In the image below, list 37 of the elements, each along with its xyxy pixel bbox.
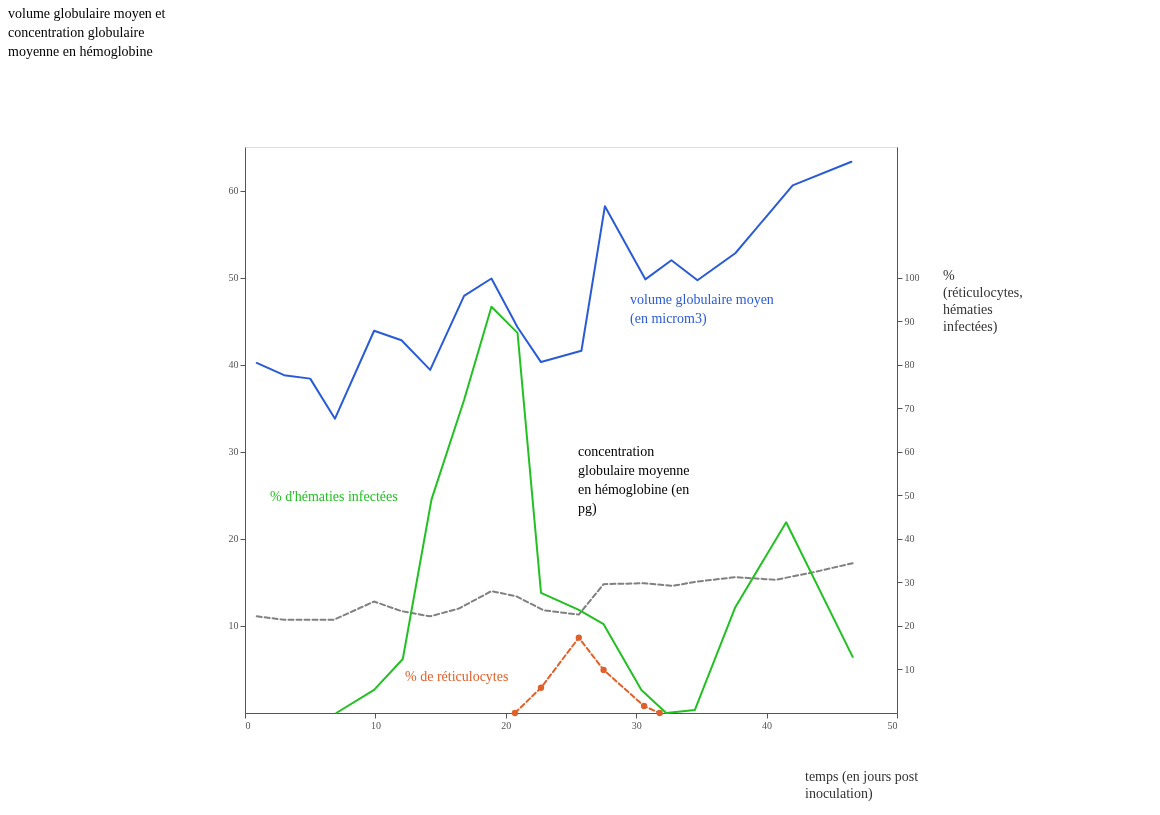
y2-axis-title: % (réticulocytes, hématies infectées)	[943, 268, 1023, 335]
x-tick-label: 40	[762, 719, 773, 731]
y2-tick-label: 90	[904, 315, 915, 327]
annotation: concentration globulaire moyenne en hémoglobine (en pg)	[578, 444, 690, 517]
y2-tick-label: 20	[904, 620, 915, 632]
point	[640, 702, 648, 710]
y2-tick-label: 10	[904, 663, 915, 675]
point	[600, 666, 607, 674]
annotation: volume globulaire moyen (en microm3)	[630, 292, 774, 327]
point	[656, 709, 663, 717]
y2-tick-label: 40	[904, 533, 915, 545]
y-tick-label: 60	[228, 185, 239, 197]
x-axis-title: temps (en jours post inoculation)	[805, 769, 919, 802]
annotation: % de réticulocytes	[405, 669, 509, 684]
x-tick-label: 50	[887, 719, 898, 731]
y2-tick-label: 80	[904, 359, 915, 371]
x-tick-label: 30	[631, 719, 642, 731]
point	[537, 684, 545, 691]
x-tick-label: 0	[245, 719, 251, 731]
line-series	[255, 562, 854, 621]
y-tick-label: 40	[228, 359, 239, 371]
annotation: % d'hématies infectées	[270, 489, 398, 504]
y-tick-label: 20	[228, 533, 239, 545]
y-tick-label: 30	[228, 446, 239, 458]
text: volume globulaire moyen et concentration globulaire moyenne en hémoglobine	[8, 6, 166, 59]
y2-tick-label: 30	[904, 576, 915, 588]
y2-tick-label: 60	[904, 446, 915, 458]
x-tick-label: 20	[501, 719, 512, 731]
x-tick-label: 10	[370, 719, 381, 731]
y2-tick-label: 100	[904, 272, 920, 284]
y2-tick-label: 70	[904, 402, 915, 414]
y2-tick-label: 50	[904, 489, 915, 501]
line-series	[255, 160, 853, 420]
point	[511, 709, 519, 717]
y-tick-label: 50	[228, 272, 239, 284]
y-tick-label: 10	[228, 620, 239, 632]
point	[575, 634, 582, 641]
